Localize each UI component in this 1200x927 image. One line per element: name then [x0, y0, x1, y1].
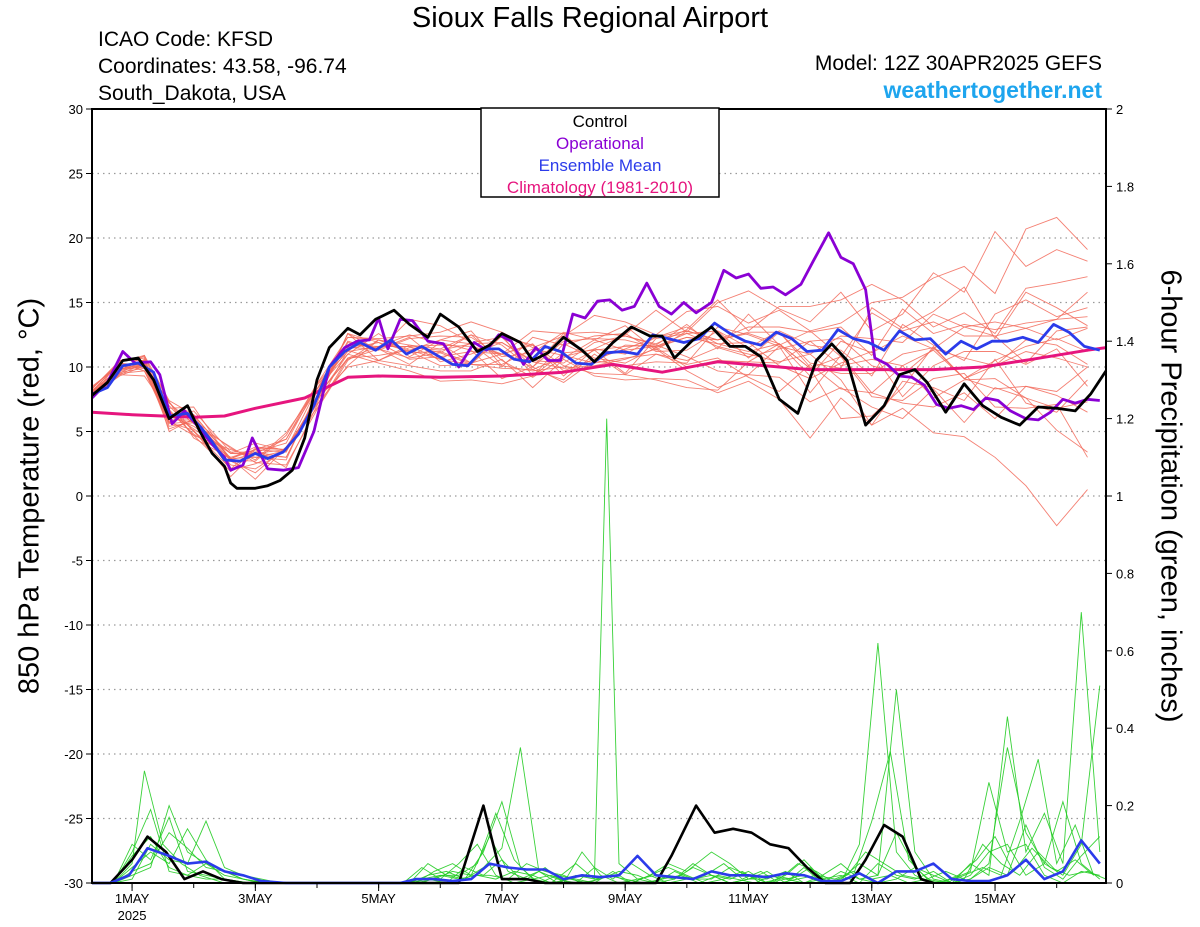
temperature-member-line: [91, 312, 1088, 460]
y-tick-label: 10: [69, 360, 83, 375]
operational-line: [91, 231, 1100, 472]
x-tick-sublabel: 2025: [118, 908, 147, 923]
precip-mean-line: [92, 839, 1101, 885]
y-tick-label: -5: [71, 554, 83, 569]
legend-item: Control: [573, 112, 628, 131]
legend-item: Ensemble Mean: [539, 156, 662, 175]
x-tick-label: 5MAY: [361, 891, 396, 906]
site-link[interactable]: weathertogether.net: [883, 77, 1102, 103]
y2-tick-label: 2: [1116, 102, 1123, 117]
x-tick-label: 7MAY: [485, 891, 520, 906]
model-run: Model: 12Z 30APR2025 GEFS: [814, 52, 1102, 75]
precipitation-member-line: [92, 751, 1095, 884]
axis-ticks: 302520151050-5-10-15-20-25-3021.81.61.41…: [64, 102, 1134, 923]
temperature-members: [91, 216, 1088, 527]
y-tick-label: 30: [69, 102, 83, 117]
y-tick-label: 5: [76, 425, 83, 440]
y2-tick-label: 1.4: [1116, 334, 1134, 349]
y2-tick-label: 1.2: [1116, 412, 1134, 427]
y-tick-label: -15: [64, 683, 83, 698]
legend-item: Operational: [556, 134, 644, 153]
y2-tick-label: 0.8: [1116, 566, 1134, 581]
coordinates: Coordinates: 43.58, -96.74: [98, 55, 347, 78]
climatology-line: [91, 346, 1107, 419]
precipitation-member-line: [92, 689, 1101, 884]
x-tick-label: 11MAY: [728, 891, 769, 906]
temperature-member-line: [91, 291, 1088, 458]
x-tick-label: 13MAY: [851, 891, 893, 906]
y-tick-label: -20: [64, 747, 83, 762]
y2-tick-label: 0: [1116, 876, 1123, 891]
x-tick-label: 9MAY: [608, 891, 643, 906]
y-tick-label: 0: [76, 489, 83, 504]
temperature-member-line: [91, 331, 1088, 480]
chart-title: Sioux Falls Regional Airport: [411, 2, 769, 34]
legend-item: Climatology (1981-2010): [507, 178, 693, 197]
temperature-member-line: [91, 339, 1088, 460]
y2-tick-label: 0.2: [1116, 799, 1134, 814]
precip-control-line: [92, 804, 934, 885]
y2-tick-label: 1.8: [1116, 179, 1134, 194]
x-tick-label: 1MAY: [115, 891, 150, 906]
y2-tick-label: 1.6: [1116, 257, 1134, 272]
y2-tick-label: 0.4: [1116, 721, 1134, 736]
y2-tick-label: 1: [1116, 489, 1123, 504]
ensemble-mean-line: [91, 321, 1101, 463]
x-tick-label: 15MAY: [974, 891, 1016, 906]
y-tick-label: 15: [69, 296, 83, 311]
precipitation-member-line: [92, 808, 1107, 884]
y2-tick-label: 0.6: [1116, 644, 1134, 659]
icao-code: ICAO Code: KFSD: [98, 28, 274, 51]
temperature-member-line: [91, 216, 1088, 461]
x-tick-label: 3MAY: [238, 891, 273, 906]
temperature-member-line: [91, 338, 1088, 461]
y-tick-label: 20: [69, 231, 83, 246]
y-tick-label: -30: [64, 876, 83, 891]
main-series: [91, 231, 1108, 885]
y-tick-label: -10: [64, 618, 83, 633]
region-label: South_Dakota, USA: [98, 82, 286, 105]
temperature-member-line: [91, 308, 1088, 466]
legend: Control Operational Ensemble Mean Climatolo…: [480, 107, 720, 198]
control-line: [91, 308, 1108, 490]
temperature-member-line: [91, 358, 1088, 527]
precipitation-member-line: [92, 685, 1101, 884]
temperature-member-line: [91, 330, 1088, 454]
y-tick-label: -25: [64, 812, 83, 827]
legend-box: [480, 107, 720, 198]
y-tick-label: 25: [69, 167, 83, 182]
